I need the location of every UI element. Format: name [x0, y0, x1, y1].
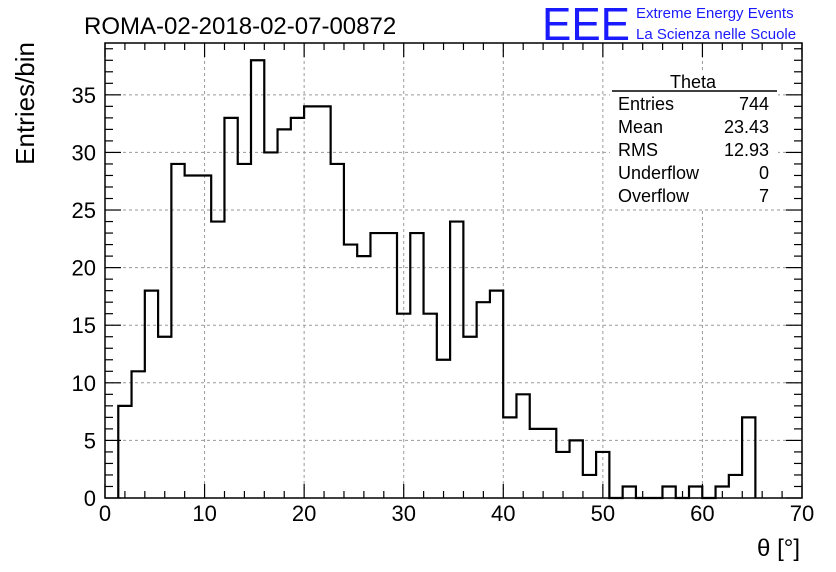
histogram-bin [463, 337, 476, 498]
histogram-bin [171, 164, 184, 498]
histogram-bin [278, 129, 291, 498]
x-tick-label: 60 [690, 501, 714, 526]
histogram-bin [317, 106, 330, 498]
x-tick-label: 40 [491, 501, 515, 526]
logo-line2: La Scienza nelle Scuole [636, 26, 796, 43]
grid-lines [105, 43, 802, 498]
histogram-bin [410, 233, 423, 498]
logo-mark: EEE [542, 0, 630, 50]
y-tick-label: 5 [84, 428, 96, 453]
histogram-bin [424, 314, 437, 498]
histogram-bin [238, 164, 251, 498]
stats-box-bg [610, 72, 778, 208]
histogram-bin [689, 486, 702, 498]
x-tick-label: 0 [99, 501, 111, 526]
y-axis-label: Entries/bin [10, 42, 40, 165]
histogram-bin [132, 371, 145, 498]
x-axis-label: θ [°] [757, 535, 800, 562]
y-tick-label: 0 [84, 486, 96, 511]
logo-line1: Extreme Energy Events [636, 5, 794, 22]
y-tick-label: 20 [72, 256, 96, 281]
x-tick-label: 70 [790, 501, 814, 526]
stats-row-label: RMS [618, 140, 658, 160]
histogram-bin [211, 222, 224, 498]
histogram-bin [357, 256, 370, 498]
x-tick-label: 50 [591, 501, 615, 526]
histogram-bin [742, 417, 755, 498]
histogram-bin [145, 291, 158, 498]
histogram-bin [251, 60, 264, 498]
y-tick-label: 30 [72, 140, 96, 165]
histogram-bin [583, 475, 596, 498]
chart-title: ROMA-02-2018-02-07-00872 [84, 13, 396, 40]
histogram-bin [570, 440, 583, 498]
histogram-bin [623, 486, 636, 498]
stats-row-value: 7 [759, 186, 769, 206]
x-tick-label: 10 [192, 501, 216, 526]
histogram-bin [516, 394, 529, 498]
stats-row-label: Overflow [618, 186, 690, 206]
eee-logo: EEE Extreme Energy Events La Scienza nel… [542, 0, 796, 50]
histogram-bin [397, 314, 410, 498]
histogram-bin [264, 152, 277, 498]
plot-frame [104, 42, 803, 499]
histogram-bin [662, 486, 675, 498]
histogram-bin [291, 118, 304, 498]
histogram-bin [118, 406, 131, 498]
y-tick-label: 10 [72, 371, 96, 396]
histogram-bin [729, 475, 742, 498]
stats-row-label: Entries [618, 94, 674, 114]
stats-row-value: 12.93 [724, 140, 769, 160]
stats-box-title: Theta [670, 72, 717, 92]
stats-row-value: 23.43 [724, 117, 769, 137]
y-tick-label: 35 [72, 83, 96, 108]
histogram-bin [331, 164, 344, 498]
stats-row-label: Mean [618, 117, 663, 137]
histogram-bin [530, 429, 543, 498]
histogram-bin [503, 417, 516, 498]
histogram-bin [477, 302, 490, 498]
histogram-bin [304, 106, 317, 498]
stats-row-value: 0 [759, 163, 769, 183]
stats-box: Theta Entries 744 Mean 23.43 RMS 12.93 Underfl… [610, 72, 778, 208]
histogram-bin [490, 291, 503, 498]
y-tick-label: 15 [72, 313, 96, 338]
histogram-bin [224, 118, 237, 498]
histogram-bin [344, 245, 357, 498]
histogram-bin [437, 360, 450, 498]
stats-rows: Entries 744 Mean 23.43 RMS 12.93 Underflow 0 Ove… [618, 94, 769, 206]
y-tick-label: 25 [72, 198, 96, 223]
histogram-bin [198, 175, 211, 498]
histogram-bin [543, 429, 556, 498]
stats-row-value: 744 [739, 94, 769, 114]
stats-row-label: Underflow [618, 163, 700, 183]
x-tick-label: 20 [292, 501, 316, 526]
histogram-bin [158, 337, 171, 498]
x-tick-label: 30 [391, 501, 415, 526]
histogram-bin [450, 222, 463, 498]
histogram-bin [185, 175, 198, 498]
histogram-bin [384, 233, 397, 498]
histogram-bin [370, 233, 383, 498]
